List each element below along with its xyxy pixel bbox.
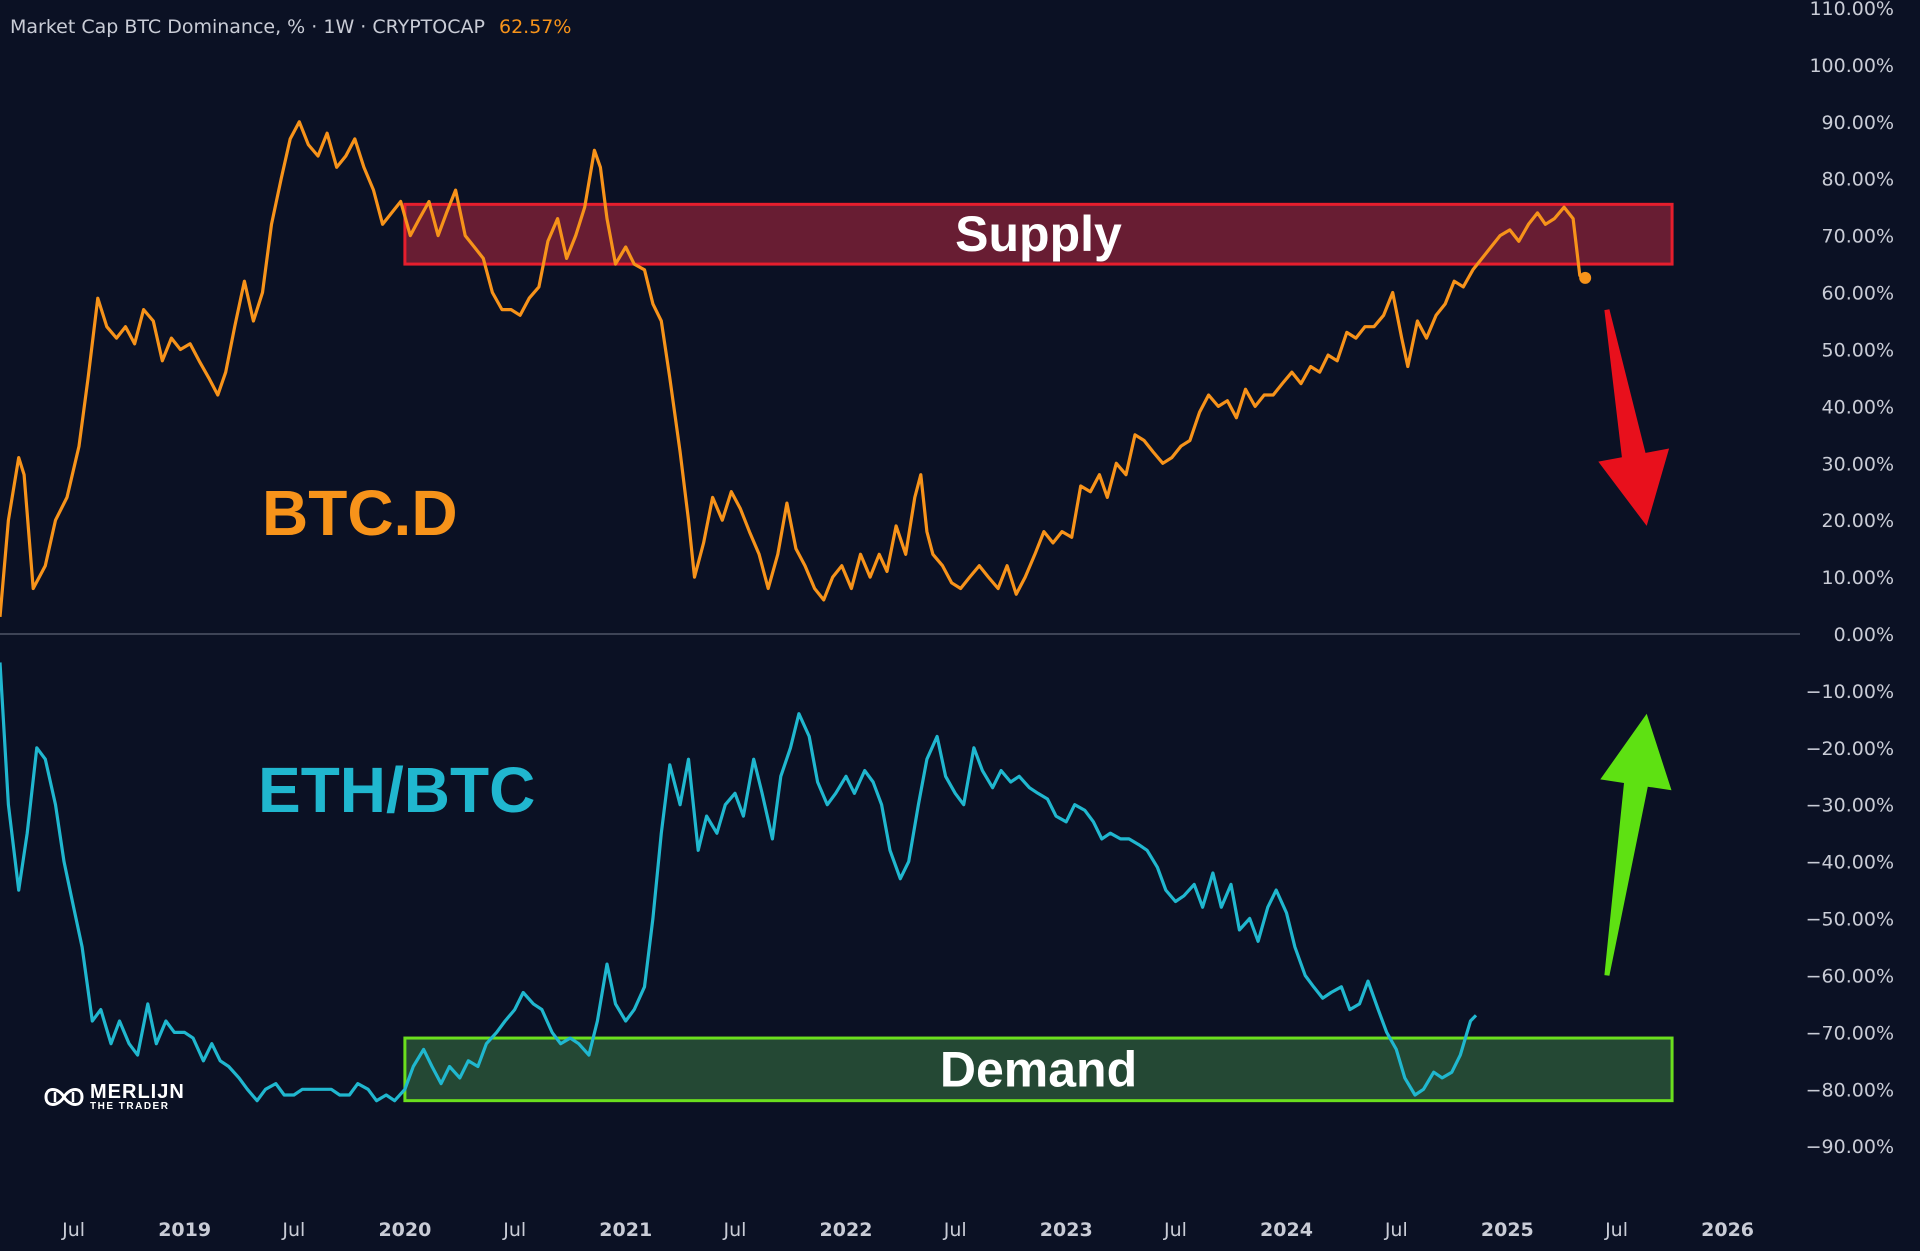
x-tick-label: 2023 (1040, 1219, 1093, 1241)
chart-header: Market Cap BTC Dominance, % · 1W · CRYPT… (10, 16, 571, 38)
x-axis: Jul 2019 Jul 2020 Jul 2021 Jul 2022 Jul 2023 Jul 20… (61, 1219, 1754, 1241)
x-tick-label: Jul (1604, 1219, 1628, 1241)
y-tick-label: 20.00% (1822, 510, 1894, 532)
arrow-down (1598, 309, 1670, 526)
logo-name: MERLIJN (90, 1081, 185, 1103)
y-tick-label: −40.00% (1806, 852, 1894, 874)
x-tick-label: 2025 (1481, 1219, 1534, 1241)
arrow-up (1600, 713, 1672, 976)
y-tick-label: 30.00% (1822, 453, 1894, 475)
series-line-btc-d (0, 120, 1586, 618)
y-axis: 110.00% 100.00% 90.00% 80.00% 70.00% 60.00% 50… (1806, 0, 1894, 1158)
y-tick-label: 110.00% (1809, 0, 1894, 20)
y-tick-label: −70.00% (1806, 1022, 1894, 1044)
y-tick-label: −90.00% (1806, 1136, 1894, 1158)
y-tick-label: 70.00% (1822, 226, 1894, 248)
y-tick-label: 40.00% (1822, 396, 1894, 418)
supply-zone (403, 202, 1674, 266)
x-tick-label: 2019 (158, 1219, 211, 1241)
x-tick-label: Jul (722, 1219, 746, 1241)
y-tick-label: 100.00% (1809, 55, 1894, 77)
y-tick-label: −50.00% (1806, 909, 1894, 931)
x-tick-label: 2020 (378, 1219, 431, 1241)
series-layer (0, 120, 1592, 1103)
zones-layer: Supply Demand (0, 202, 1800, 1103)
btc-d-last-point (1579, 271, 1592, 284)
y-tick-label: 50.00% (1822, 339, 1894, 361)
y-tick-label: −10.00% (1806, 681, 1894, 703)
y-tick-label: 90.00% (1822, 112, 1894, 134)
x-tick-label: 2024 (1260, 1219, 1313, 1241)
btc-d-label: BTC.D (262, 477, 458, 549)
series-line-eth-btc (0, 662, 1478, 1103)
x-tick-label: Jul (1163, 1219, 1187, 1241)
eth-btc-label: ETH/BTC (258, 754, 535, 826)
y-tick-label: 10.00% (1822, 567, 1894, 589)
merlijn-logo: MERLIJN THE TRADER (42, 1081, 185, 1113)
merlijn-logo-icon (44, 1088, 84, 1106)
labels-layer: BTC.D ETH/BTC (258, 477, 535, 826)
demand-label: Demand (940, 1041, 1137, 1097)
x-tick-label: Jul (943, 1219, 967, 1241)
supply-label: Supply (955, 206, 1122, 262)
x-tick-label: Jul (61, 1219, 85, 1241)
x-tick-label: 2021 (599, 1219, 652, 1241)
x-tick-label: 2026 (1701, 1219, 1754, 1241)
x-tick-label: 2022 (820, 1219, 873, 1241)
chart-title: Market Cap BTC Dominance, % · 1W · CRYPT… (10, 16, 485, 38)
y-tick-label: −20.00% (1806, 738, 1894, 760)
y-tick-label: −60.00% (1806, 965, 1894, 987)
x-tick-label: Jul (502, 1219, 526, 1241)
logo-subtitle: THE TRADER (90, 1101, 170, 1112)
y-tick-label: 80.00% (1822, 169, 1894, 191)
y-tick-label: −30.00% (1806, 795, 1894, 817)
current-value: 62.57% (499, 16, 572, 38)
x-tick-label: Jul (1384, 1219, 1408, 1241)
y-tick-label: −80.00% (1806, 1079, 1894, 1101)
x-tick-label: Jul (281, 1219, 305, 1241)
arrows-layer (1598, 309, 1672, 976)
y-tick-label: 60.00% (1822, 283, 1894, 305)
y-tick-label: 0.00% (1834, 624, 1894, 646)
